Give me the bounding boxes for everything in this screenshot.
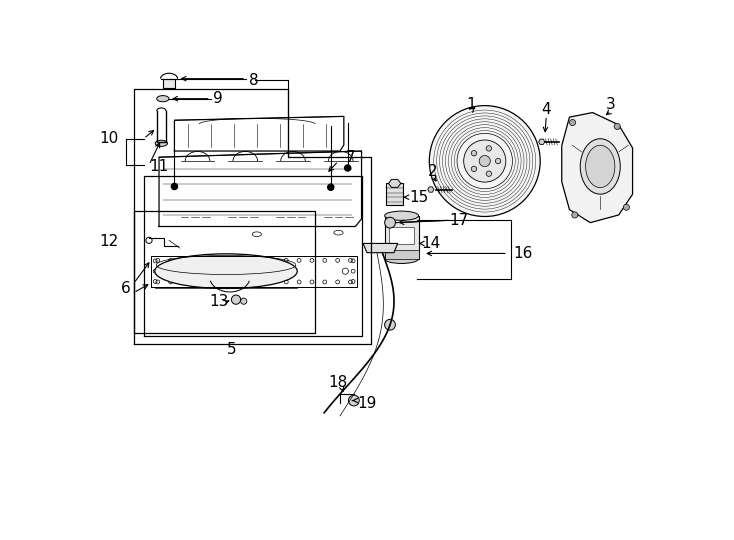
Ellipse shape: [157, 96, 169, 102]
Ellipse shape: [155, 140, 167, 146]
Text: 7: 7: [346, 150, 356, 165]
Circle shape: [572, 212, 578, 218]
Bar: [389, 227, 414, 244]
Bar: [386, 184, 403, 205]
Circle shape: [241, 298, 247, 304]
Circle shape: [486, 146, 492, 151]
Ellipse shape: [580, 139, 620, 194]
Bar: [385, 249, 418, 259]
Circle shape: [623, 204, 630, 211]
Circle shape: [486, 171, 492, 177]
Text: 11: 11: [149, 159, 168, 174]
Text: 4: 4: [542, 102, 551, 117]
Bar: [385, 215, 418, 259]
Text: 19: 19: [357, 396, 377, 411]
Ellipse shape: [385, 254, 418, 264]
Text: 3: 3: [606, 97, 616, 112]
Text: 12: 12: [99, 234, 118, 249]
Text: 18: 18: [328, 375, 348, 389]
Text: 16: 16: [513, 246, 533, 261]
Text: 14: 14: [421, 236, 441, 251]
Circle shape: [495, 158, 501, 164]
Circle shape: [231, 295, 241, 304]
Circle shape: [344, 165, 351, 171]
Circle shape: [385, 217, 396, 228]
Polygon shape: [388, 179, 401, 187]
Text: 1: 1: [466, 97, 476, 112]
Polygon shape: [428, 187, 434, 192]
Circle shape: [349, 395, 359, 406]
Circle shape: [471, 166, 476, 172]
Circle shape: [471, 151, 476, 156]
Circle shape: [570, 119, 575, 126]
Circle shape: [385, 319, 396, 330]
Ellipse shape: [385, 211, 418, 220]
Text: 8: 8: [249, 73, 259, 87]
Polygon shape: [562, 112, 633, 222]
Bar: [163, 79, 175, 88]
Circle shape: [429, 106, 540, 217]
Polygon shape: [363, 244, 398, 253]
Text: 17: 17: [449, 213, 468, 228]
Ellipse shape: [586, 145, 615, 187]
Text: 13: 13: [209, 294, 228, 309]
Ellipse shape: [155, 254, 297, 288]
Circle shape: [614, 123, 620, 130]
Polygon shape: [539, 139, 545, 145]
Circle shape: [327, 184, 334, 190]
Text: 6: 6: [121, 281, 131, 295]
Text: 5: 5: [228, 342, 237, 357]
Text: 15: 15: [410, 190, 429, 205]
Circle shape: [479, 156, 490, 167]
Text: 10: 10: [100, 131, 119, 146]
Circle shape: [464, 140, 506, 182]
Text: 2: 2: [428, 164, 437, 179]
Circle shape: [171, 184, 178, 190]
Text: 9: 9: [213, 91, 222, 106]
